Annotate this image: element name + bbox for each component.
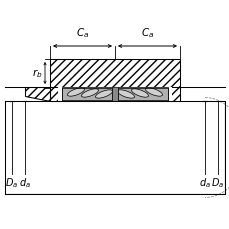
Polygon shape: [6, 87, 49, 103]
Ellipse shape: [117, 90, 134, 99]
Text: $C_a$: $C_a$: [140, 26, 153, 40]
Text: $D_a$: $D_a$: [5, 175, 19, 189]
Polygon shape: [62, 88, 112, 101]
Ellipse shape: [145, 88, 162, 97]
Polygon shape: [50, 60, 179, 88]
Polygon shape: [159, 88, 179, 101]
Polygon shape: [117, 88, 167, 101]
Ellipse shape: [95, 90, 112, 99]
Polygon shape: [6, 103, 223, 193]
Polygon shape: [112, 88, 117, 101]
Ellipse shape: [81, 90, 98, 98]
Polygon shape: [25, 88, 50, 101]
Text: $D_a$: $D_a$: [210, 175, 224, 189]
Polygon shape: [50, 88, 70, 101]
Text: $d_a$: $d_a$: [19, 175, 31, 189]
Text: $r_b$: $r_b$: [32, 67, 42, 80]
Polygon shape: [58, 88, 171, 101]
Text: $C_a$: $C_a$: [76, 26, 89, 40]
Polygon shape: [5, 101, 224, 194]
Ellipse shape: [131, 90, 148, 98]
Ellipse shape: [67, 88, 84, 97]
Text: $d_a$: $d_a$: [198, 175, 210, 189]
